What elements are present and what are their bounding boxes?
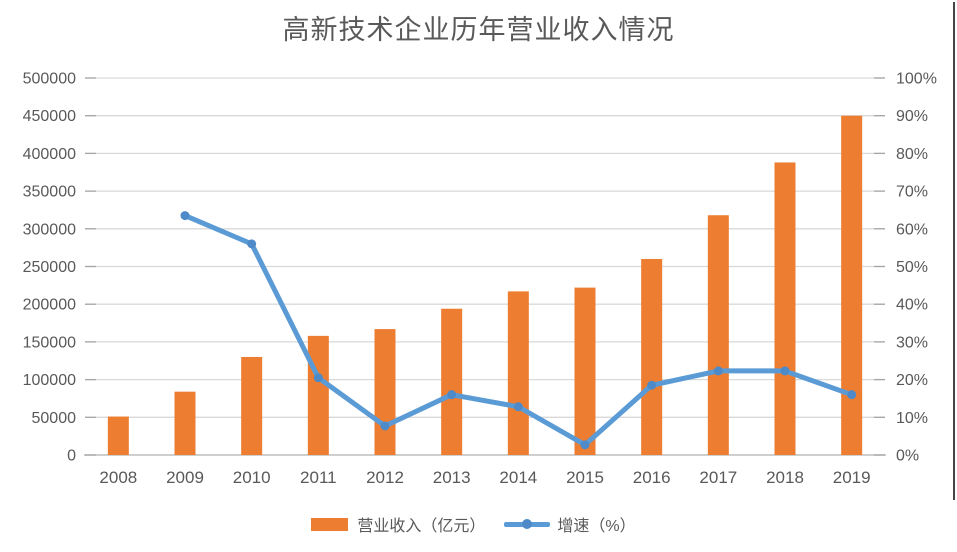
line-marker: [847, 390, 857, 400]
line-marker: [447, 390, 457, 400]
left-axis-tick-label: 200000: [23, 297, 76, 314]
right-axis-tick-label: 50%: [896, 259, 928, 276]
bar: [107, 416, 129, 455]
legend-line-swatch-icon: [504, 519, 551, 529]
x-axis-tick-label: 2008: [99, 468, 137, 487]
line-series: [180, 211, 857, 450]
bar: [707, 215, 729, 455]
left-axis-tick-label: 250000: [23, 259, 76, 276]
line-marker: [713, 366, 723, 376]
right-axis-tick-label: 60%: [896, 221, 928, 238]
right-axis-tick-label: 20%: [896, 372, 928, 389]
bar: [374, 329, 396, 455]
legend-line-marker-icon: [522, 519, 533, 529]
left-axis-tick-label: 0: [67, 448, 76, 465]
left-axis-tick-label: 450000: [23, 108, 76, 125]
x-axis-tick-label: 2012: [366, 468, 404, 487]
x-axis-tick-label: 2015: [566, 468, 604, 487]
legend-bar-label: 营业收入（亿元）: [357, 518, 486, 535]
right-axis-tick-label: 30%: [896, 334, 928, 351]
left-axis-tick-label: 400000: [23, 146, 76, 163]
left-axis-tick-label: 50000: [32, 410, 77, 427]
line-marker: [580, 440, 590, 450]
bar: [641, 258, 663, 455]
x-axis-tick-label: 2016: [633, 468, 671, 487]
legend-line-label: 增速（%）: [557, 518, 636, 535]
bar: [241, 356, 263, 455]
line-marker: [780, 366, 790, 376]
left-axis-tick-label: 350000: [23, 184, 76, 201]
x-axis-tick-label: 2011: [300, 468, 337, 487]
bar: [774, 162, 796, 455]
legend-bar-swatch-icon: [311, 517, 349, 531]
right-axis-tick-label: 70%: [896, 184, 928, 201]
bar: [441, 308, 463, 455]
right-axis-tick-label: 80%: [896, 146, 928, 163]
left-axis-tick-label: 500000: [23, 71, 76, 88]
x-axis-tick-label: 2010: [233, 468, 271, 487]
x-axis-labels: 2008 2009 2010 2011 2012 2013 2014 2015 2016 2017…: [99, 468, 870, 487]
bar: [507, 291, 529, 455]
line-marker: [380, 421, 390, 431]
right-axis-tick-label: 10%: [896, 410, 928, 427]
right-axis-tick-label: 40%: [896, 297, 928, 314]
bar: [574, 287, 596, 455]
right-axis-tick-label: 100%: [896, 71, 937, 88]
line-marker: [513, 402, 523, 412]
line-marker: [247, 239, 257, 249]
right-axis-tick-label: 90%: [896, 108, 928, 125]
left-axis-tick-label: 300000: [23, 221, 76, 238]
legend: 营业收入（亿元） 增速（%）: [0, 511, 947, 537]
line-marker: [313, 373, 323, 383]
x-axis-tick-label: 2009: [166, 468, 204, 487]
left-axis-tick-label: 150000: [23, 334, 76, 351]
window-border-right: [953, 2, 955, 500]
x-axis-tick-label: 2017: [699, 468, 737, 487]
bar: [841, 115, 863, 455]
right-axis-labels: 0% 10% 20% 30% 40% 50% 60% 70% 80% 90% 100%: [896, 71, 937, 465]
bar: [307, 335, 329, 455]
right-axis-tick-label: 0%: [896, 448, 919, 465]
x-axis-tick-label: 2019: [833, 468, 871, 487]
x-axis-tick-label: 2018: [766, 468, 804, 487]
left-axis-tick-label: 100000: [23, 372, 76, 389]
bar: [174, 391, 196, 455]
line-marker: [647, 380, 657, 390]
chart-title: 高新技术企业历年营业收入情况: [282, 15, 675, 46]
bar-series: [107, 115, 863, 455]
x-axis-tick-label: 2013: [433, 468, 471, 487]
gridlines: [84, 77, 886, 456]
left-axis-labels: 0 50000 100000 150000 200000 250000 300000 3500…: [23, 71, 76, 465]
x-axis-tick-label: 2014: [499, 468, 537, 487]
line-marker: [180, 211, 190, 221]
